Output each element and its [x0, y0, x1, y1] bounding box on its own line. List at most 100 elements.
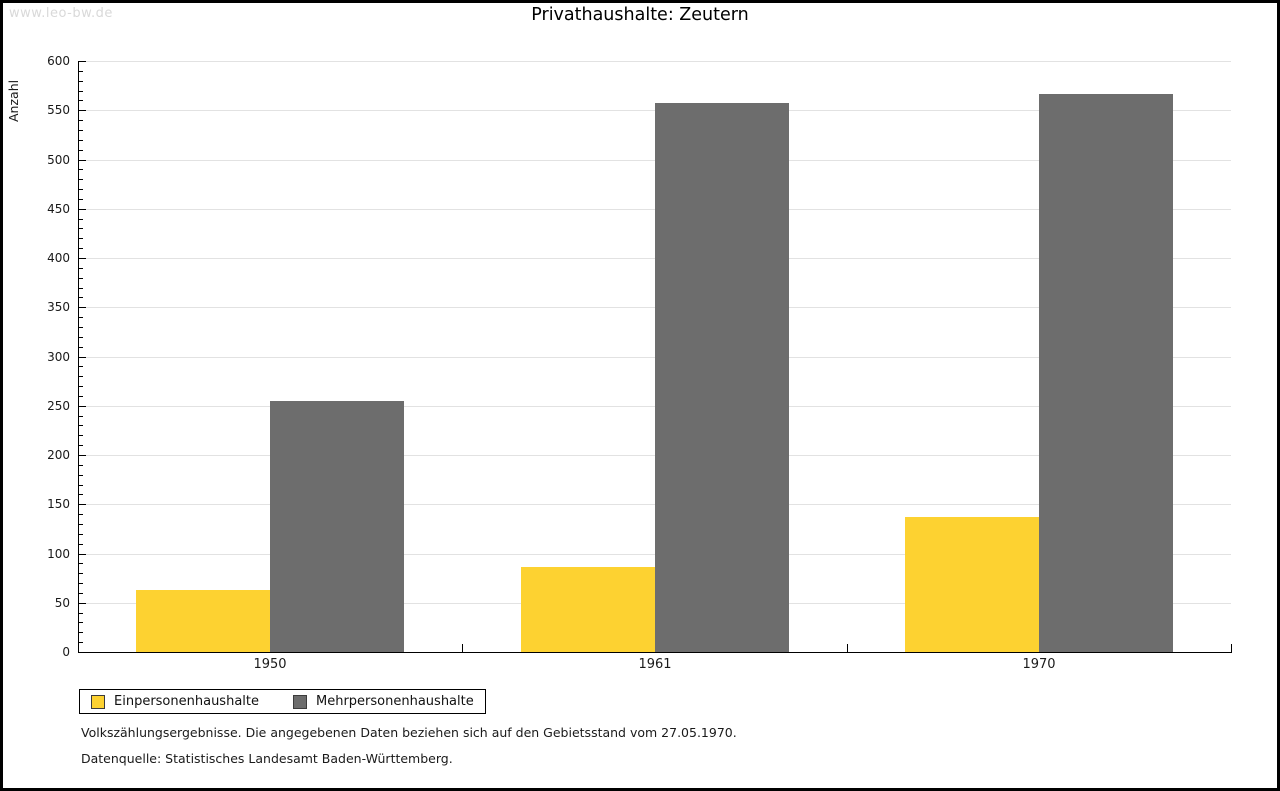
- chart-legend: Einpersonenhaushalte Mehrpersonenhaushalt…: [79, 689, 486, 714]
- x-boundary-tick-3: [1231, 644, 1232, 652]
- y-minor-tick-520: [79, 139, 83, 141]
- y-major-tick-550: [79, 110, 86, 112]
- bar-1970-Einpersonenhaushalte: [905, 517, 1039, 652]
- gridline-y-600: [79, 61, 1231, 62]
- y-minor-tick-30: [79, 622, 83, 624]
- y-minor-tick-170: [79, 484, 83, 486]
- legend-label: Mehrpersonenhaushalte: [316, 694, 474, 709]
- y-minor-tick-430: [79, 228, 83, 230]
- x-boundary-tick-2: [847, 644, 848, 652]
- y-minor-tick-280: [79, 376, 83, 378]
- y-minor-tick-470: [79, 189, 83, 191]
- y-tick-label-200: 200: [47, 448, 70, 462]
- y-minor-tick-420: [79, 238, 83, 240]
- y-major-tick-300: [79, 356, 86, 358]
- legend-label: Einpersonenhaushalte: [114, 694, 259, 709]
- y-minor-tick-260: [79, 395, 83, 397]
- y-minor-tick-310: [79, 346, 83, 348]
- footnote-datenquelle: Datenquelle: Statistisches Landesamt Bad…: [81, 751, 453, 766]
- bar-1950-Mehrpersonenhaushalte: [270, 401, 404, 652]
- y-major-tick-600: [79, 61, 86, 62]
- y-minor-tick-390: [79, 267, 83, 269]
- y-minor-tick-340: [79, 317, 83, 319]
- y-minor-tick-190: [79, 464, 83, 466]
- y-minor-tick-460: [79, 198, 83, 200]
- y-tick-label-100: 100: [47, 546, 70, 561]
- bar-1950-Einpersonenhaushalte: [136, 590, 270, 652]
- bar-1961-Einpersonenhaushalte: [521, 567, 655, 652]
- y-major-tick-0: [79, 652, 86, 653]
- x-tick-label-1970: 1970: [1022, 657, 1056, 672]
- y-minor-tick-590: [79, 70, 83, 72]
- y-minor-tick-570: [79, 90, 83, 92]
- y-major-tick-50: [79, 602, 86, 604]
- y-tick-label-150: 150: [47, 497, 70, 512]
- y-minor-tick-330: [79, 326, 83, 328]
- y-tick-label-550: 550: [47, 103, 70, 118]
- y-tick-label-300: 300: [47, 349, 70, 364]
- y-minor-tick-320: [79, 336, 83, 338]
- bar-1970-Mehrpersonenhaushalte: [1039, 94, 1173, 652]
- y-minor-tick-490: [79, 169, 83, 171]
- y-minor-tick-510: [79, 149, 83, 151]
- y-tick-label-250: 250: [47, 398, 70, 413]
- x-boundary-tick-1: [462, 644, 463, 652]
- y-minor-tick-10: [79, 642, 83, 644]
- y-minor-tick-160: [79, 494, 83, 496]
- x-tick-label-1961: 1961: [638, 657, 672, 672]
- y-major-tick-250: [79, 405, 86, 407]
- y-minor-tick-60: [79, 592, 83, 594]
- y-major-tick-500: [79, 159, 86, 161]
- chart-title: Privathaushalte: Zeutern: [531, 5, 749, 25]
- y-minor-tick-20: [79, 632, 83, 634]
- y-minor-tick-560: [79, 100, 83, 102]
- y-tick-label-450: 450: [47, 201, 70, 216]
- y-minor-tick-370: [79, 287, 83, 289]
- y-minor-tick-290: [79, 366, 83, 368]
- y-minor-tick-90: [79, 563, 83, 565]
- y-minor-tick-360: [79, 297, 83, 299]
- y-major-tick-100: [79, 553, 86, 555]
- x-tick-label-1950: 1950: [253, 657, 287, 672]
- watermark-text: www.leo-bw.de: [9, 6, 113, 21]
- x-axis-line: [78, 652, 1232, 653]
- legend-item-Mehrpersonenhaushalte: Mehrpersonenhaushalte: [293, 694, 474, 709]
- y-major-tick-200: [79, 455, 86, 456]
- y-tick-label-600: 600: [47, 54, 70, 68]
- y-minor-tick-540: [79, 120, 83, 122]
- y-minor-tick-440: [79, 218, 83, 220]
- y-major-tick-450: [79, 208, 86, 210]
- y-minor-tick-110: [79, 543, 83, 545]
- bar-1961-Mehrpersonenhaushalte: [655, 103, 789, 652]
- y-minor-tick-130: [79, 523, 83, 525]
- legend-item-Einpersonenhaushalte: Einpersonenhaushalte: [91, 694, 259, 709]
- y-tick-label-50: 50: [54, 595, 70, 610]
- y-major-tick-350: [79, 307, 86, 309]
- y-minor-tick-230: [79, 425, 83, 427]
- y-minor-tick-180: [79, 474, 83, 476]
- legend-swatch-icon: [293, 694, 307, 709]
- y-axis-title: Anzahl: [6, 79, 21, 122]
- y-minor-tick-270: [79, 386, 83, 388]
- y-minor-tick-480: [79, 179, 83, 181]
- legend-swatch-icon: [91, 694, 105, 709]
- y-tick-label-400: 400: [47, 251, 70, 265]
- y-minor-tick-40: [79, 612, 83, 614]
- y-tick-label-500: 500: [47, 152, 70, 167]
- y-major-tick-400: [79, 258, 86, 259]
- y-minor-tick-410: [79, 248, 83, 250]
- y-axis-line: [78, 61, 79, 653]
- y-minor-tick-240: [79, 415, 83, 417]
- y-minor-tick-580: [79, 80, 83, 82]
- y-minor-tick-70: [79, 583, 83, 585]
- y-tick-label-0: 0: [62, 645, 70, 659]
- y-minor-tick-220: [79, 435, 83, 437]
- y-minor-tick-530: [79, 129, 83, 131]
- y-minor-tick-120: [79, 533, 83, 535]
- y-tick-label-350: 350: [47, 300, 70, 315]
- y-minor-tick-210: [79, 445, 83, 447]
- y-minor-tick-140: [79, 514, 83, 516]
- y-minor-tick-380: [79, 277, 83, 279]
